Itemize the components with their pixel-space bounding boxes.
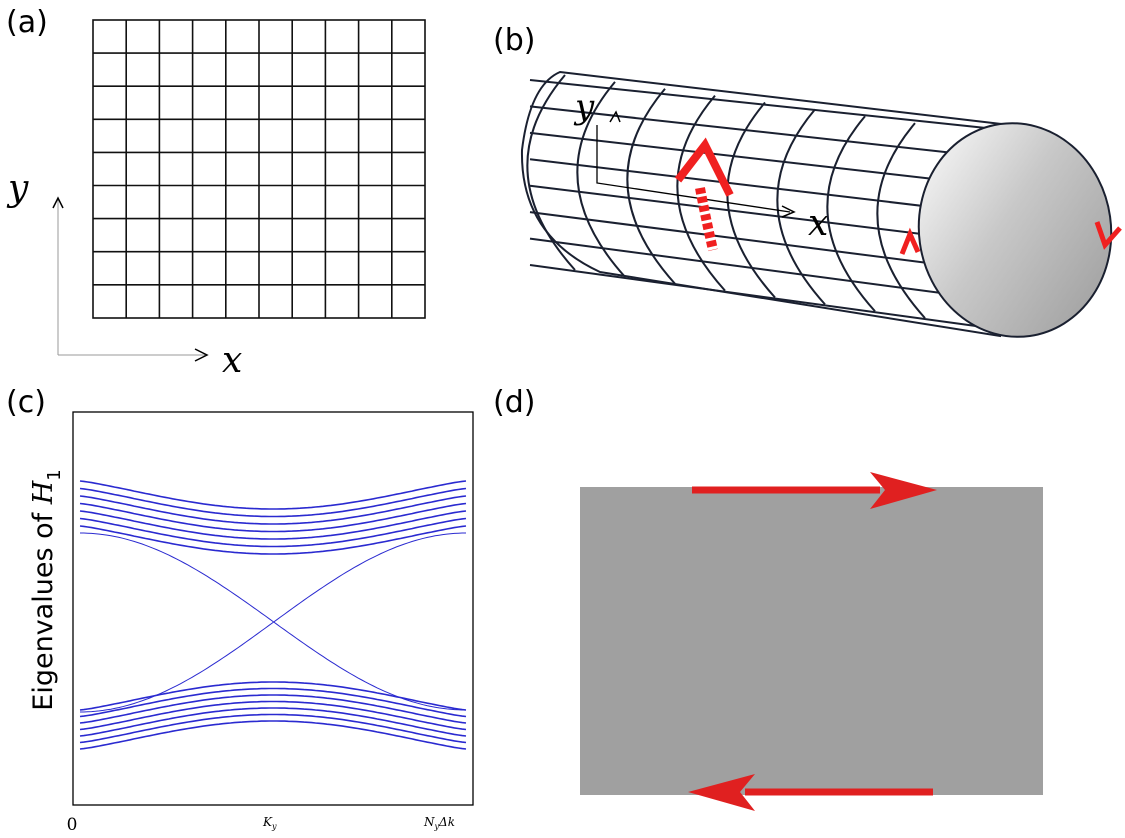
panel-label: (b) <box>493 23 535 58</box>
tick-sub: y <box>271 822 277 831</box>
lattice <box>93 20 425 318</box>
plot-frame <box>73 412 473 805</box>
figure: (a) y x (b) y x (c) Eigenvalues of H1 0 … <box>0 0 1125 838</box>
label-var: H <box>28 480 59 505</box>
edge-state <box>80 533 466 710</box>
x-axis-label: x <box>808 203 828 244</box>
y-axis-label: y <box>6 168 29 209</box>
x-tick-label: 0 <box>67 815 78 835</box>
label-sub: 1 <box>44 469 65 480</box>
band <box>80 481 466 509</box>
x-tick-label: NyΔk <box>423 815 455 831</box>
x-axis-label: x <box>222 340 242 381</box>
x-tick-label: Ky <box>262 815 277 831</box>
y-axis-label: Eigenvalues of H1 <box>28 469 65 710</box>
edge-state <box>80 533 466 712</box>
tick-rest: Δk <box>438 815 455 829</box>
tick-var: N <box>423 815 435 829</box>
y-axis-label: y <box>573 87 595 127</box>
label-text: Eigenvalues of <box>28 504 59 710</box>
panel-label: (a) <box>6 5 48 40</box>
panel-label: (c) <box>6 385 46 420</box>
panel-label: (d) <box>493 385 535 420</box>
bands <box>80 481 466 749</box>
sample <box>580 487 1043 795</box>
